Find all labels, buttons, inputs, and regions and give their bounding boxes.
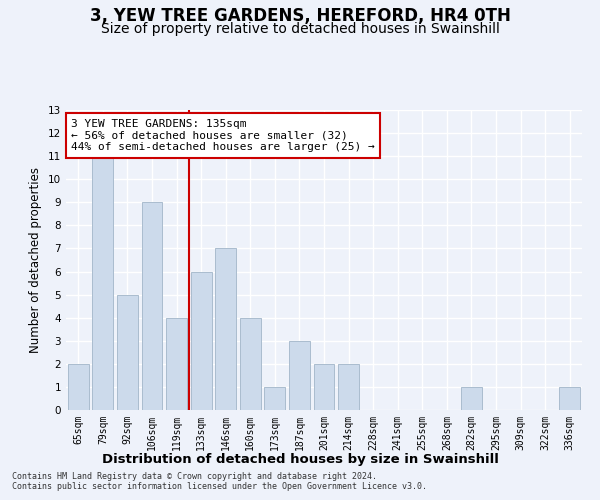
Bar bbox=[289, 341, 310, 410]
Bar bbox=[191, 272, 212, 410]
Text: Contains HM Land Registry data © Crown copyright and database right 2024.: Contains HM Land Registry data © Crown c… bbox=[12, 472, 377, 481]
Bar bbox=[215, 248, 236, 410]
Bar bbox=[142, 202, 163, 410]
Bar bbox=[117, 294, 138, 410]
Y-axis label: Number of detached properties: Number of detached properties bbox=[29, 167, 43, 353]
Bar bbox=[166, 318, 187, 410]
Bar bbox=[68, 364, 89, 410]
Text: 3, YEW TREE GARDENS, HEREFORD, HR4 0TH: 3, YEW TREE GARDENS, HEREFORD, HR4 0TH bbox=[89, 8, 511, 26]
Bar bbox=[559, 387, 580, 410]
Bar bbox=[338, 364, 359, 410]
Bar bbox=[314, 364, 334, 410]
Bar bbox=[92, 156, 113, 410]
Text: Distribution of detached houses by size in Swainshill: Distribution of detached houses by size … bbox=[101, 452, 499, 466]
Bar bbox=[461, 387, 482, 410]
Text: Size of property relative to detached houses in Swainshill: Size of property relative to detached ho… bbox=[101, 22, 499, 36]
Text: 3 YEW TREE GARDENS: 135sqm
← 56% of detached houses are smaller (32)
44% of semi: 3 YEW TREE GARDENS: 135sqm ← 56% of deta… bbox=[71, 119, 375, 152]
Text: Contains public sector information licensed under the Open Government Licence v3: Contains public sector information licen… bbox=[12, 482, 427, 491]
Bar bbox=[265, 387, 286, 410]
Bar bbox=[240, 318, 261, 410]
